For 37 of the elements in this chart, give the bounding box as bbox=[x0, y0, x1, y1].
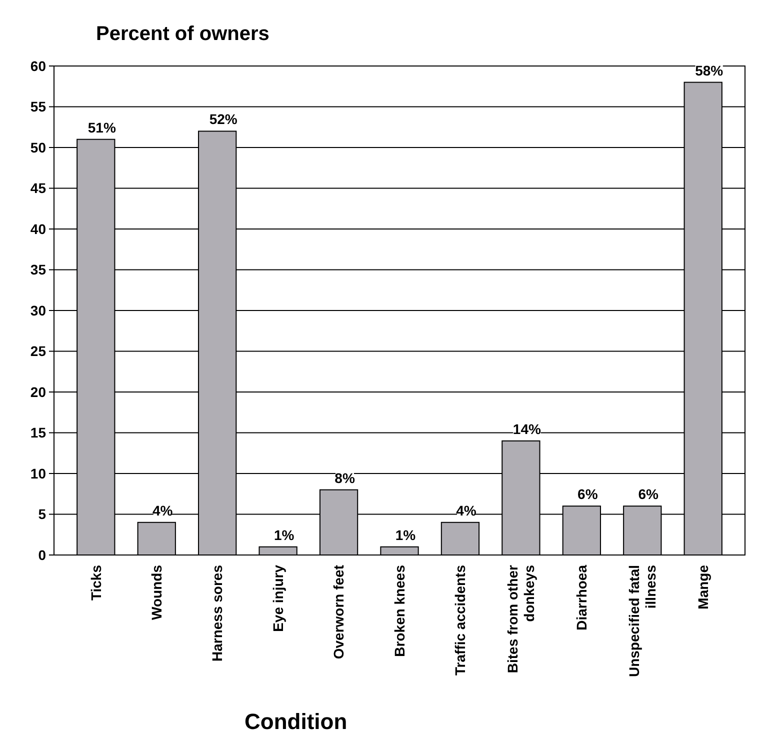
x-tick-label: Broken knees bbox=[391, 564, 408, 657]
data-label: 14% bbox=[512, 420, 542, 437]
data-label: 4% bbox=[456, 502, 477, 518]
data-label: 1% bbox=[395, 526, 416, 543]
y-tick-label: 55 bbox=[30, 98, 46, 115]
y-tick-label: 5 bbox=[38, 506, 46, 522]
data-label: 52% bbox=[209, 111, 238, 128]
y-tick-label: 60 bbox=[30, 58, 46, 74]
data-label: 1% bbox=[274, 526, 295, 543]
y-tick-label: 45 bbox=[30, 180, 46, 196]
y-tick-label: 35 bbox=[30, 262, 46, 278]
x-axis-title: Condition bbox=[244, 709, 348, 734]
x-tick-label: Overworn feet bbox=[330, 564, 347, 660]
x-tick-label: Ticks bbox=[88, 564, 104, 601]
x-tick-label: Unspecified fatal illness bbox=[626, 564, 659, 678]
data-label: 6% bbox=[578, 486, 598, 502]
y-tick-label: 0 bbox=[38, 546, 46, 563]
x-tick-label: Eye injury bbox=[270, 564, 286, 632]
data-label: 6% bbox=[638, 486, 660, 502]
x-tick-label: Bites from other donkeys bbox=[504, 564, 538, 674]
x-tick-label: Traffic accidents bbox=[452, 564, 468, 676]
y-tick-label: 40 bbox=[30, 220, 46, 237]
y-tick-label: 20 bbox=[30, 384, 46, 400]
x-tick-label: Wounds bbox=[148, 564, 165, 620]
data-label: 8% bbox=[334, 470, 356, 486]
x-tick-label: Mange bbox=[695, 564, 712, 610]
x-tick-label: Harness sores bbox=[209, 564, 226, 662]
y-tick-label: 50 bbox=[30, 139, 46, 156]
y-tick-label: 10 bbox=[30, 465, 46, 482]
y-tick-label: 15 bbox=[30, 424, 46, 441]
x-tick-label: Diarrhoea bbox=[574, 564, 590, 630]
y-tick-label: 25 bbox=[30, 343, 46, 360]
data-label: 51% bbox=[88, 119, 116, 136]
data-label: 4% bbox=[152, 502, 174, 518]
y-tick-label: 30 bbox=[30, 302, 46, 318]
data-label: 58% bbox=[695, 62, 724, 78]
chart-title: Percent of owners bbox=[96, 23, 270, 45]
